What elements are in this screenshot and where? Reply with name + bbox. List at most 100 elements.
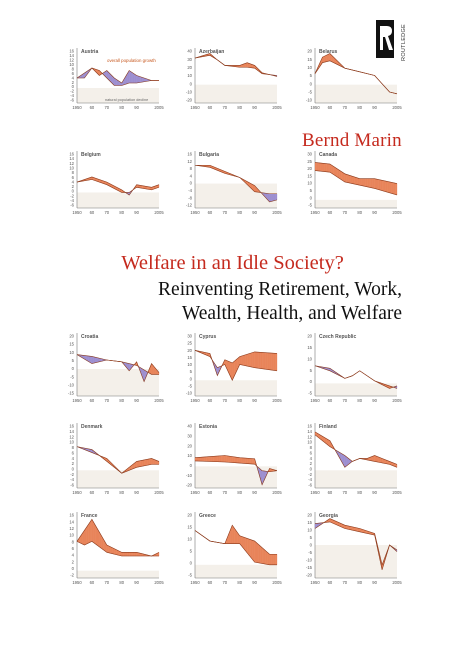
x-tick-label: 60 bbox=[328, 398, 333, 403]
difference-band bbox=[378, 179, 381, 191]
y-tick-label: 30 bbox=[307, 152, 312, 157]
y-tick-label: -6 bbox=[70, 98, 74, 103]
y-tick-label: 30 bbox=[187, 57, 192, 62]
chart-croatia: 20 15 10 5 0 -5 -10 -15 1950 60 70 80 90 2005 Croatia bbox=[68, 333, 164, 403]
y-tick-label: 10 bbox=[307, 65, 312, 70]
y-tick-label: 6 bbox=[72, 71, 75, 76]
y-tick-label: 0 bbox=[190, 463, 193, 468]
difference-band bbox=[258, 544, 261, 564]
y-tick-label: 10 bbox=[69, 350, 74, 355]
difference-band bbox=[198, 457, 201, 462]
series-line bbox=[194, 350, 278, 381]
difference-band bbox=[228, 455, 231, 463]
difference-band bbox=[274, 554, 278, 565]
x-tick-label: 1950 bbox=[72, 580, 82, 585]
y-tick-label: 4 bbox=[72, 456, 75, 461]
y-tick-label: 2 bbox=[310, 461, 313, 466]
y-tick-label: 25 bbox=[307, 159, 312, 164]
y-tick-label: 14 bbox=[69, 53, 74, 58]
x-tick-label: 80 bbox=[119, 580, 124, 585]
series-line bbox=[77, 67, 159, 86]
chart-estonia: 40 30 20 10 0 -10 -20 1950 60 70 80 90 2005 Estonia bbox=[186, 423, 282, 495]
y-tick-label: 10 bbox=[187, 453, 192, 458]
difference-band bbox=[121, 552, 124, 557]
y-tick-label: 20 bbox=[187, 443, 192, 448]
chart-title: France bbox=[81, 513, 98, 519]
author-name: Bernd Marin bbox=[302, 130, 402, 151]
y-tick-label: 0 bbox=[310, 467, 313, 472]
series-line bbox=[76, 446, 160, 474]
difference-band bbox=[200, 456, 203, 462]
difference-band bbox=[243, 457, 246, 464]
publisher-name: ROUTLEDGE bbox=[401, 24, 407, 61]
x-tick-label: 1950 bbox=[190, 490, 200, 495]
y-tick-label: -5 bbox=[70, 374, 74, 379]
y-tick-label: 16 bbox=[187, 152, 192, 157]
y-tick-label: 15 bbox=[69, 342, 74, 347]
difference-band bbox=[143, 459, 147, 467]
difference-band bbox=[241, 355, 244, 366]
y-tick-label: 12 bbox=[69, 58, 74, 63]
x-tick-label: 90 bbox=[134, 490, 139, 495]
y-tick-label: 10 bbox=[69, 166, 74, 171]
y-tick-label: -5 bbox=[308, 89, 312, 94]
difference-band bbox=[329, 163, 332, 174]
difference-band bbox=[93, 356, 96, 364]
x-tick-label: 2005 bbox=[392, 210, 402, 215]
y-tick-label: -4 bbox=[188, 188, 192, 193]
chart-title: Azerbaijan bbox=[199, 49, 224, 55]
chart-title: Austria bbox=[81, 49, 98, 55]
y-tick-label: 10 bbox=[187, 362, 192, 367]
negative-zone bbox=[195, 380, 277, 396]
series-line bbox=[76, 67, 159, 84]
difference-band bbox=[269, 193, 272, 203]
difference-band bbox=[374, 178, 377, 190]
y-tick-label: 14 bbox=[69, 429, 74, 434]
x-tick-label: 2005 bbox=[392, 105, 402, 110]
x-tick-label: 2005 bbox=[392, 490, 402, 495]
x-tick-label: 60 bbox=[208, 490, 213, 495]
x-tick-label: 80 bbox=[119, 490, 124, 495]
y-tick-label: 30 bbox=[187, 334, 192, 339]
difference-band bbox=[224, 455, 227, 463]
x-tick-label: 60 bbox=[90, 580, 95, 585]
y-tick-label: -20 bbox=[186, 98, 193, 103]
y-tick-label: -4 bbox=[70, 477, 74, 482]
x-tick-label: 90 bbox=[252, 105, 257, 110]
difference-band bbox=[327, 53, 331, 62]
y-tick-label: 12 bbox=[307, 434, 312, 439]
negative-zone bbox=[315, 383, 397, 396]
difference-band bbox=[344, 173, 347, 183]
y-tick-label: 5 bbox=[310, 535, 313, 540]
x-tick-label: 90 bbox=[134, 105, 139, 110]
y-tick-label: 0 bbox=[310, 195, 313, 200]
x-tick-label: 90 bbox=[252, 210, 257, 215]
difference-band bbox=[318, 162, 321, 172]
y-tick-label: 20 bbox=[307, 49, 312, 54]
difference-band bbox=[248, 538, 252, 558]
y-tick-label: 12 bbox=[187, 159, 192, 164]
chart-title: Belgium bbox=[81, 152, 101, 158]
difference-band bbox=[132, 552, 135, 557]
difference-band bbox=[247, 538, 250, 556]
chart-title: Denmark bbox=[81, 424, 103, 430]
y-tick-label: -4 bbox=[70, 93, 74, 98]
y-tick-label: 4 bbox=[190, 173, 193, 178]
difference-band bbox=[254, 540, 257, 563]
x-tick-label: 60 bbox=[90, 398, 95, 403]
x-tick-label: 80 bbox=[237, 490, 242, 495]
x-tick-label: 70 bbox=[222, 490, 227, 495]
difference-band bbox=[237, 457, 240, 464]
y-tick-label: 16 bbox=[69, 49, 74, 54]
y-tick-label: 0 bbox=[190, 561, 193, 566]
difference-band bbox=[322, 163, 325, 172]
series-line bbox=[194, 455, 278, 486]
x-tick-label: 1950 bbox=[190, 580, 200, 585]
routledge-logo bbox=[376, 20, 402, 58]
x-tick-label: 70 bbox=[222, 398, 227, 403]
difference-band bbox=[217, 455, 220, 462]
y-tick-label: 5 bbox=[190, 549, 193, 554]
y-tick-label: 20 bbox=[307, 334, 312, 339]
difference-band bbox=[320, 162, 323, 172]
difference-band bbox=[337, 168, 340, 179]
